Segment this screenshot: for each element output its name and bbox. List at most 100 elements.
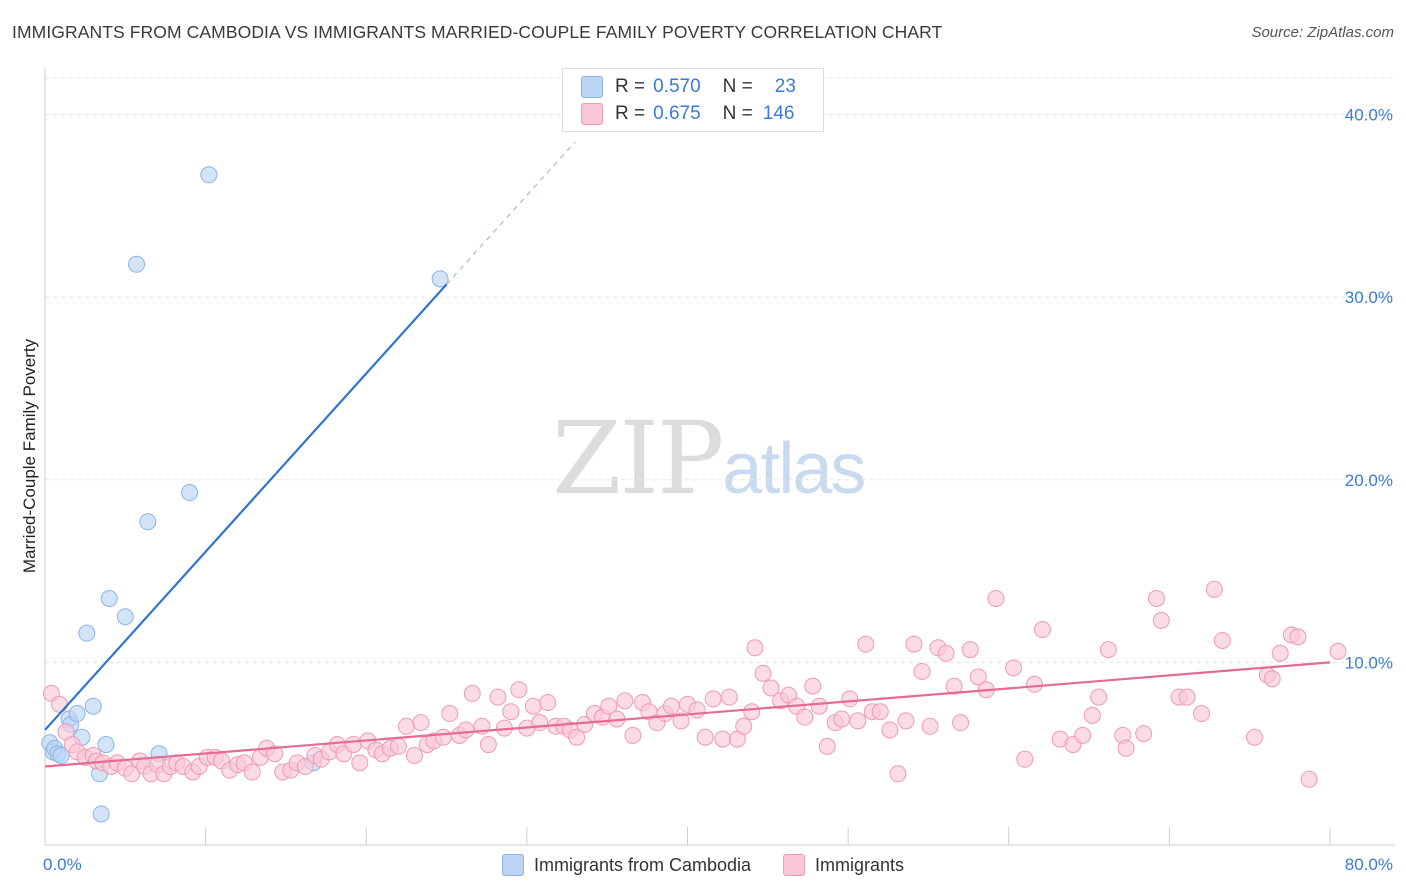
point-immigrants [1152, 611, 1170, 629]
point-immigrants [1099, 641, 1117, 659]
point-immigrants [1083, 706, 1101, 724]
point-immigrants [720, 688, 738, 706]
trendline-cambodia [44, 283, 448, 731]
point-immigrants [1033, 621, 1051, 639]
watermark: ZIPatlas [552, 400, 866, 517]
point-immigrants [1074, 726, 1092, 744]
source-label: Source: ZipAtlas.com [1251, 24, 1394, 41]
point-immigrants [397, 717, 415, 735]
point-immigrants [818, 737, 836, 755]
r-label: R = [615, 76, 646, 97]
point-immigrants [735, 717, 753, 735]
series-legend: Immigrants from Cambodia Immigrants [0, 852, 1406, 878]
point-immigrants [441, 705, 459, 723]
n-value-immigrants: 146 [762, 103, 795, 124]
point-immigrants [568, 728, 586, 746]
point-immigrants [434, 728, 452, 746]
legend-swatch-cambodia [581, 76, 603, 98]
point-immigrants [1135, 725, 1153, 743]
point-immigrants [937, 644, 955, 662]
point-immigrants [463, 684, 481, 702]
point-immigrants [762, 679, 780, 697]
y-tick-label: 10.0% [1345, 653, 1393, 672]
y-tick-label: 40.0% [1345, 106, 1393, 125]
point-immigrants [796, 708, 814, 726]
legend-swatch-immigrants [581, 103, 603, 125]
point-immigrants [969, 668, 987, 686]
point-immigrants [662, 697, 680, 715]
n-value-cambodia: 23 [774, 76, 796, 97]
r-value-cambodia: 0.570 [653, 76, 701, 97]
point-immigrants [1271, 644, 1289, 662]
point-cambodia [78, 624, 96, 642]
point-immigrants [351, 754, 369, 772]
legend-row-cambodia: R = 0.570 N = 23 [581, 74, 796, 100]
point-immigrants [1213, 631, 1231, 649]
point-immigrants [616, 692, 634, 710]
point-immigrants [624, 726, 642, 744]
point-cambodia [128, 255, 146, 273]
point-immigrants [1178, 688, 1196, 706]
point-immigrants [50, 695, 68, 713]
legend-row-immigrants: R = 0.675 N = 146 [581, 101, 794, 127]
point-immigrants [600, 697, 618, 715]
trendline-cambodia-extension [446, 141, 576, 285]
x-tick-label: 0.0% [43, 855, 82, 874]
point-immigrants [412, 714, 430, 732]
point-immigrants [531, 714, 549, 732]
point-immigrants [1329, 642, 1347, 660]
point-immigrants [266, 745, 284, 763]
point-immigrants [704, 690, 722, 708]
point-immigrants [1005, 659, 1023, 677]
legend-swatch-cambodia [501, 854, 524, 876]
legend-label-cambodia: Immigrants from Cambodia [533, 854, 752, 875]
point-immigrants [1246, 728, 1264, 746]
point-immigrants [1193, 705, 1210, 723]
point-immigrants [871, 703, 889, 721]
point-immigrants [1016, 750, 1034, 768]
point-immigrants [961, 641, 979, 659]
point-immigrants [921, 717, 939, 735]
point-cambodia [92, 805, 110, 823]
y-axis-title: Married-Couple Family Poverty [20, 338, 39, 574]
r-label: R = [615, 103, 646, 124]
point-immigrants [754, 664, 772, 682]
point-immigrants [243, 763, 261, 781]
point-immigrants [502, 703, 520, 721]
point-cambodia [431, 270, 449, 288]
chart-title: IMMIGRANTS FROM CAMBODIA VS IMMIGRANTS M… [12, 22, 943, 42]
point-cambodia [116, 608, 134, 626]
legend-item-immigrants[interactable]: Immigrants [783, 852, 904, 878]
point-immigrants [296, 757, 314, 775]
point-immigrants [743, 703, 761, 721]
point-immigrants [905, 635, 923, 653]
point-immigrants [1300, 770, 1318, 788]
point-cambodia [100, 589, 118, 607]
point-immigrants [405, 747, 423, 765]
point-immigrants [849, 712, 867, 730]
point-immigrants [688, 701, 706, 719]
point-immigrants [881, 721, 899, 739]
point-cambodia [68, 705, 86, 723]
trendline-immigrants [44, 661, 1331, 768]
x-tick-label: 80.0% [1345, 855, 1393, 874]
point-immigrants [1205, 580, 1223, 598]
correlation-legend: R = 0.570 N = 23 R = 0.675 N = 146 [562, 68, 824, 132]
point-immigrants [746, 639, 764, 657]
point-immigrants [1289, 628, 1307, 646]
point-immigrants [344, 736, 362, 754]
point-immigrants [1117, 739, 1135, 757]
legend-swatch-immigrants [783, 854, 806, 876]
point-cambodia [52, 747, 70, 765]
n-label: N = [722, 103, 753, 124]
legend-item-cambodia[interactable]: Immigrants from Cambodia [501, 852, 752, 878]
point-immigrants [696, 728, 714, 746]
point-immigrants [479, 736, 497, 754]
point-cambodia [84, 697, 102, 715]
point-immigrants [913, 663, 931, 681]
point-immigrants [524, 697, 542, 715]
r-value-immigrants: 0.675 [653, 103, 701, 124]
point-cambodia [200, 166, 218, 184]
point-cambodia [181, 484, 199, 502]
